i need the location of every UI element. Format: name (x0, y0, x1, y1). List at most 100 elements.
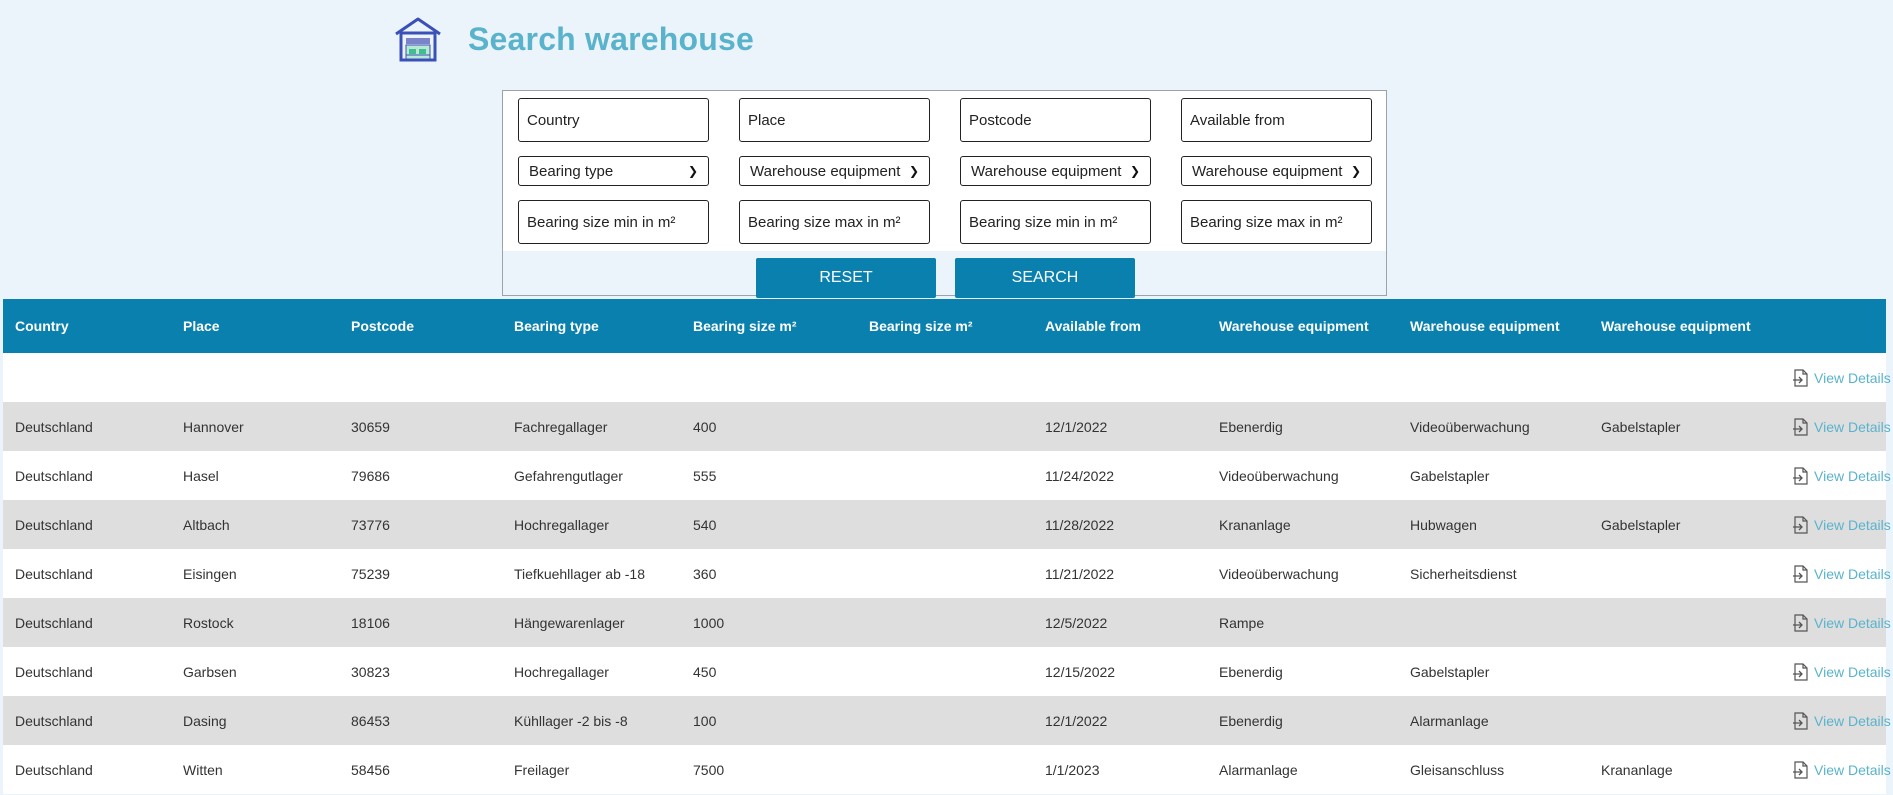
bearing-size-max-input-1[interactable] (739, 200, 930, 244)
table-row: Deutschland Eisingen 75239 Tiefkuehllager a… (3, 549, 1891, 598)
cell-country: Deutschland (15, 516, 93, 533)
cell-postcode: 86453 (351, 712, 390, 729)
cell-warehouse-equipment: Gabelstapler (1601, 418, 1681, 435)
chevron-down-icon: ❯ (687, 164, 698, 178)
results-table: Country Place Postcode Bearing type Bearing … (3, 299, 1891, 794)
search-form-footer (503, 251, 1386, 295)
table-row: Deutschland Rostock 18106 Hängewarenlager 10… (3, 598, 1891, 647)
cell-warehouse-equipment: Gabelstapler (1410, 467, 1490, 484)
cell-warehouse-equipment: Krananlage (1219, 516, 1291, 533)
column-header-bearing-size: Bearing size m² (869, 318, 973, 334)
view-details-link[interactable]: View Details (1793, 647, 1891, 696)
cell-warehouse-equipment: Alarmanlage (1219, 761, 1298, 778)
column-header-postcode: Postcode (351, 318, 415, 334)
cell-bearing-size: 540 (693, 516, 717, 533)
place-input[interactable] (739, 98, 930, 142)
cell-warehouse-equipment: Videoüberwachung (1219, 565, 1339, 582)
file-arrow-icon (1793, 564, 1808, 583)
cell-postcode: 58456 (351, 761, 390, 778)
view-details-link[interactable]: View Details (1793, 500, 1891, 549)
cell-warehouse-equipment: Videoüberwachung (1219, 467, 1339, 484)
view-details-link[interactable]: View Details (1793, 402, 1891, 451)
view-details-label: View Details (1814, 516, 1891, 533)
file-arrow-icon (1793, 760, 1808, 779)
cell-postcode: 75239 (351, 565, 390, 582)
cell-bearing-type: Gefahrengutlager (514, 467, 623, 484)
view-details-label: View Details (1814, 614, 1891, 631)
table-row: Deutschland Garbsen 30823 Hochregallager 450… (3, 647, 1891, 696)
file-arrow-icon (1793, 613, 1808, 632)
cell-bearing-type: Fachregallager (514, 418, 608, 435)
warehouse-equipment-select-value: Warehouse equipment (1192, 162, 1343, 180)
chevron-down-icon: ❯ (1129, 164, 1140, 178)
chevron-down-icon: ❯ (908, 164, 919, 178)
page-header: Search warehouse (394, 14, 754, 64)
bearing-size-max-input-2[interactable] (1181, 200, 1372, 244)
view-details-link[interactable]: View Details (1793, 451, 1891, 500)
cell-place: Rostock (183, 614, 234, 631)
cell-place: Altbach (183, 516, 230, 533)
column-header-bearing-type: Bearing type (514, 318, 599, 334)
available-from-input[interactable] (1181, 98, 1372, 142)
view-details-link[interactable]: View Details (1793, 696, 1891, 745)
cell-available-from: 11/24/2022 (1045, 467, 1115, 484)
view-details-label: View Details (1814, 663, 1891, 680)
cell-available-from: 11/28/2022 (1045, 516, 1115, 533)
cell-available-from: 12/5/2022 (1045, 614, 1108, 631)
cell-bearing-size: 100 (693, 712, 717, 729)
file-arrow-icon (1793, 368, 1808, 387)
view-details-link[interactable]: View Details (1793, 745, 1891, 794)
cell-available-from: 11/21/2022 (1045, 565, 1115, 582)
column-header-warehouse-equipment: Warehouse equipment (1219, 318, 1369, 334)
view-details-link[interactable]: View Details (1793, 353, 1891, 402)
page-title: Search warehouse (468, 20, 754, 57)
view-details-label: View Details (1814, 467, 1891, 484)
cell-warehouse-equipment: Gabelstapler (1601, 516, 1681, 533)
cell-bearing-size: 400 (693, 418, 717, 435)
warehouse-equipment-select-2[interactable]: Warehouse equipment ❯ (960, 156, 1151, 186)
country-input[interactable] (518, 98, 709, 142)
reset-button[interactable]: RESET (756, 258, 936, 298)
file-arrow-icon (1793, 662, 1808, 681)
search-button[interactable]: SEARCH (955, 258, 1135, 298)
table-body: View Details Deutschland Hannover 30659 Fach… (3, 353, 1891, 794)
cell-bearing-type: Hochregallager (514, 516, 609, 533)
column-header-warehouse-equipment: Warehouse equipment (1410, 318, 1560, 334)
view-details-link[interactable]: View Details (1793, 598, 1891, 647)
cell-country: Deutschland (15, 565, 93, 582)
cell-country: Deutschland (15, 418, 93, 435)
column-header-available-from: Available from (1045, 318, 1141, 334)
cell-country: Deutschland (15, 761, 93, 778)
warehouse-equipment-select-value: Warehouse equipment (750, 162, 901, 180)
cell-available-from: 12/1/2022 (1045, 418, 1108, 435)
bearing-type-select-value: Bearing type (529, 162, 614, 180)
file-arrow-icon (1793, 515, 1808, 534)
cell-place: Dasing (183, 712, 227, 729)
view-details-label: View Details (1814, 369, 1891, 386)
cell-bearing-size: 360 (693, 565, 717, 582)
cell-place: Hasel (183, 467, 219, 484)
cell-bearing-type: Hochregallager (514, 663, 609, 680)
cell-available-from: 1/1/2023 (1045, 761, 1100, 778)
cell-bearing-size: 1000 (693, 614, 725, 631)
cell-bearing-type: Hängewarenlager (514, 614, 625, 631)
warehouse-icon (395, 17, 441, 62)
file-arrow-icon (1793, 417, 1808, 436)
cell-country: Deutschland (15, 712, 93, 729)
postcode-input[interactable] (960, 98, 1151, 142)
cell-place: Garbsen (183, 663, 237, 680)
cell-warehouse-equipment: Hubwagen (1410, 516, 1477, 533)
warehouse-equipment-select-1[interactable]: Warehouse equipment ❯ (739, 156, 930, 186)
cell-warehouse-equipment: Gabelstapler (1410, 663, 1490, 680)
view-details-link[interactable]: View Details (1793, 549, 1891, 598)
search-form: Bearing type ❯ Warehouse equipment ❯ Wareh… (502, 90, 1387, 298)
cell-warehouse-equipment: Rampe (1219, 614, 1265, 631)
table-row: Deutschland Hasel 79686 Gefahrengutlager 555… (3, 451, 1891, 500)
column-header-country: Country (15, 318, 69, 334)
bearing-size-min-input-1[interactable] (518, 200, 709, 244)
bearing-type-select[interactable]: Bearing type ❯ (518, 156, 709, 186)
cell-warehouse-equipment: Alarmanlage (1410, 712, 1489, 729)
bearing-size-min-input-2[interactable] (960, 200, 1151, 244)
warehouse-equipment-select-3[interactable]: Warehouse equipment ❯ (1181, 156, 1372, 186)
cell-warehouse-equipment: Ebenerdig (1219, 663, 1283, 680)
